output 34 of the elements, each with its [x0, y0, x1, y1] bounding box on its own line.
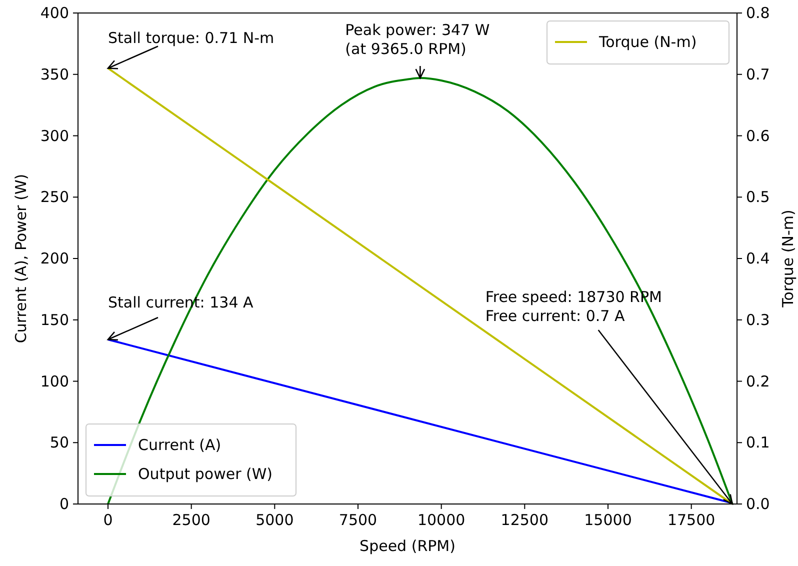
x-tick-label: 2500 [172, 511, 210, 529]
x-tick-label: 0 [103, 511, 113, 529]
x-tick-label: 17500 [667, 511, 716, 529]
y-tick-label: 100 [40, 372, 69, 390]
x-tick-label: 10000 [417, 511, 466, 529]
legend-label: Output power (W) [138, 465, 273, 483]
y2-tick-label: 0.7 [746, 65, 770, 84]
y2-tick-label: 0.1 [746, 434, 770, 452]
y2-tick-label: 0.6 [746, 126, 770, 145]
y-tick-label: 250 [40, 188, 69, 206]
y-tick-label: 150 [40, 310, 69, 329]
x-tick-label: 5000 [256, 511, 294, 529]
legend-label: Current (A) [138, 436, 222, 454]
y2-tick-label: 0.8 [746, 4, 770, 22]
y-tick-label: 300 [40, 126, 69, 145]
y-tick-label: 0 [59, 495, 69, 513]
y-tick-label: 200 [40, 250, 69, 268]
y2-tick-label: 0.5 [746, 188, 770, 206]
x-tick-label: 7500 [338, 511, 378, 529]
annotation: Peak power: 347 W (at 9365.0 RPM) [345, 21, 490, 58]
x-axis-title: Speed (RPM) [360, 537, 456, 555]
y2-tick-label: 0.3 [746, 310, 770, 329]
y2-tick-label: 0.2 [746, 372, 770, 390]
x-tick-label: 15000 [584, 511, 632, 529]
y-axis-title: Current (A), Power (W) [12, 174, 30, 344]
y2-tick-label: 0.0 [746, 495, 770, 513]
annotation: Stall torque: 0.71 N-m [108, 29, 274, 48]
y-tick-label: 400 [40, 4, 69, 22]
y2-axis-title: Torque (N-m) [779, 210, 797, 308]
y-tick-label: 50 [50, 434, 69, 452]
legend-label: Torque (N-m) [598, 33, 697, 51]
x-tick-label: 12500 [500, 511, 549, 529]
y2-tick-label: 0.4 [746, 250, 770, 268]
y-tick-label: 350 [40, 65, 69, 84]
